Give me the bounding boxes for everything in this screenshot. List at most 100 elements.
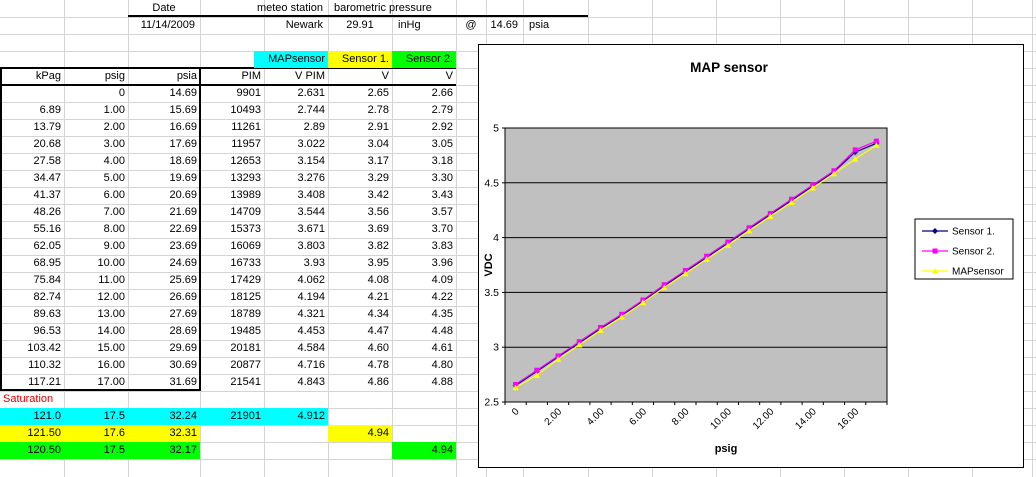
barometric-value-cell[interactable]: 29.91: [346, 19, 374, 31]
meteo-station-header-cell[interactable]: meteo station: [256, 2, 323, 14]
table-cell[interactable]: 4.88: [431, 376, 453, 388]
table-cell[interactable]: 19.69: [169, 172, 197, 184]
table-cell[interactable]: 103.42: [27, 342, 61, 354]
table-cell[interactable]: 25.69: [169, 274, 197, 286]
table-cell[interactable]: 121.0: [33, 410, 61, 422]
table-cell[interactable]: 13.00: [97, 308, 125, 320]
table-cell[interactable]: 120.50: [27, 444, 61, 456]
table-cell[interactable]: 23.69: [169, 240, 197, 252]
table-cell[interactable]: 22.69: [169, 223, 197, 235]
table-cell[interactable]: 17.5: [103, 444, 125, 456]
table-cell[interactable]: 48.26: [33, 206, 61, 218]
table-cell[interactable]: 4.94: [431, 444, 453, 456]
column-header-cell[interactable]: V: [445, 70, 453, 82]
table-cell[interactable]: 4.584: [297, 342, 325, 354]
table-cell[interactable]: 4.78: [367, 359, 389, 371]
table-cell[interactable]: 20.69: [169, 189, 197, 201]
table-cell[interactable]: 4.912: [297, 410, 325, 422]
table-cell[interactable]: 110.32: [28, 359, 61, 371]
table-cell[interactable]: 9.00: [103, 240, 125, 252]
psia-value-cell[interactable]: 14.69: [490, 19, 518, 31]
table-cell[interactable]: 4.80: [431, 359, 453, 371]
table-cell[interactable]: 17.6: [103, 427, 125, 439]
table-cell[interactable]: 3.43: [431, 189, 453, 201]
table-cell[interactable]: 17429: [230, 274, 261, 286]
table-cell[interactable]: 4.21: [367, 291, 389, 303]
table-cell[interactable]: 13.79: [33, 121, 61, 133]
table-cell[interactable]: 17.5: [103, 410, 125, 422]
date-value-cell[interactable]: 11/14/2009: [140, 19, 195, 31]
column-header-cell[interactable]: psia: [176, 70, 197, 82]
table-cell[interactable]: 4.34: [367, 308, 389, 320]
table-cell[interactable]: 55.16: [33, 223, 61, 235]
table-cell[interactable]: 62.05: [33, 240, 61, 252]
table-cell[interactable]: 0: [118, 87, 125, 99]
chart-legend[interactable]: Sensor 1. Sensor 2. MAPsensor: [914, 218, 1014, 280]
table-cell[interactable]: 3.05: [431, 138, 453, 150]
table-cell[interactable]: 1.00: [103, 104, 125, 116]
table-cell[interactable]: 4.61: [431, 342, 453, 354]
table-cell[interactable]: 18789: [230, 308, 261, 320]
table-cell[interactable]: 6.00: [103, 189, 125, 201]
table-cell[interactable]: 3.96: [431, 257, 453, 269]
table-cell[interactable]: 4.321: [297, 308, 325, 320]
table-cell[interactable]: 18125: [230, 291, 261, 303]
table-cell[interactable]: 3.154: [297, 155, 325, 167]
table-cell[interactable]: 32.24: [169, 410, 197, 422]
table-cell[interactable]: 18.69: [169, 155, 197, 167]
table-cell[interactable]: 7.00: [103, 206, 125, 218]
table-cell[interactable]: 117.21: [28, 376, 61, 388]
table-cell[interactable]: 2.79: [431, 104, 453, 116]
table-cell[interactable]: 3.17: [367, 155, 389, 167]
table-cell[interactable]: 3.82: [367, 240, 389, 252]
table-cell[interactable]: 2.66: [431, 87, 453, 99]
table-cell[interactable]: 3.671: [297, 223, 325, 235]
table-cell[interactable]: 34.47: [33, 172, 61, 184]
table-cell[interactable]: 82.74: [33, 291, 61, 303]
table-cell[interactable]: 3.04: [367, 138, 389, 150]
table-cell[interactable]: 3.83: [431, 240, 453, 252]
table-cell[interactable]: 2.92: [431, 121, 453, 133]
table-cell[interactable]: 10.00: [97, 257, 125, 269]
table-cell[interactable]: 8.00: [103, 223, 125, 235]
table-cell[interactable]: 24.69: [169, 257, 197, 269]
table-cell[interactable]: 89.63: [33, 308, 61, 320]
table-cell[interactable]: 32.31: [169, 427, 197, 439]
group-header-cell[interactable]: Sensor 2.: [405, 53, 453, 65]
column-header-cell[interactable]: V PIM: [295, 70, 325, 82]
table-cell[interactable]: 12653: [230, 155, 261, 167]
table-cell[interactable]: 11957: [231, 138, 261, 150]
table-cell[interactable]: 21541: [230, 376, 261, 388]
table-cell[interactable]: 29.69: [169, 342, 197, 354]
table-cell[interactable]: 3.56: [367, 206, 389, 218]
column-header-cell[interactable]: kPag: [35, 70, 61, 82]
table-cell[interactable]: 14.00: [97, 325, 125, 337]
table-cell[interactable]: 15.00: [97, 342, 125, 354]
table-cell[interactable]: 2.631: [297, 87, 325, 99]
table-cell[interactable]: 4.453: [297, 325, 325, 337]
table-cell[interactable]: 4.843: [297, 376, 325, 388]
table-cell[interactable]: 4.48: [431, 325, 453, 337]
column-header-cell[interactable]: V: [381, 70, 389, 82]
table-cell[interactable]: 14709: [230, 206, 261, 218]
table-cell[interactable]: 3.30: [431, 172, 453, 184]
table-cell[interactable]: 3.70: [431, 223, 453, 235]
table-cell[interactable]: 9901: [236, 87, 261, 99]
table-cell[interactable]: 3.29: [367, 172, 389, 184]
table-cell[interactable]: 4.09: [431, 274, 453, 286]
table-cell[interactable]: 31.69: [169, 376, 197, 388]
table-cell[interactable]: 4.60: [367, 342, 389, 354]
table-cell[interactable]: 3.544: [297, 206, 325, 218]
table-cell[interactable]: 4.22: [431, 291, 453, 303]
table-cell[interactable]: 20.68: [33, 138, 61, 150]
table-cell[interactable]: 6.89: [39, 104, 61, 116]
table-cell[interactable]: 17.00: [97, 376, 125, 388]
table-cell[interactable]: 2.00: [103, 121, 125, 133]
table-cell[interactable]: 3.69: [367, 223, 389, 235]
table-cell[interactable]: 10493: [230, 104, 261, 116]
table-cell[interactable]: 3.57: [431, 206, 453, 218]
table-cell[interactable]: 12.00: [97, 291, 125, 303]
table-cell[interactable]: 11261: [231, 121, 261, 133]
date-header-cell[interactable]: Date: [152, 2, 176, 14]
group-header-cell[interactable]: Sensor 1.: [341, 53, 389, 65]
